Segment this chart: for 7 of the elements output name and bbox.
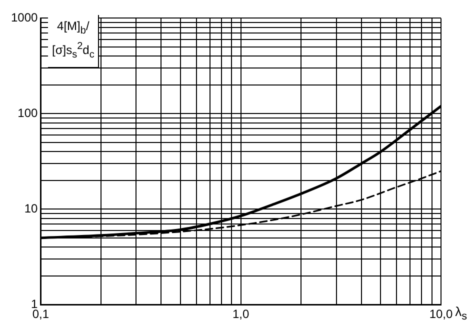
- text: 4[M]$_{b}$/[σ]s$_{s}$$^{2}$d$_{c}$: [52, 19, 94, 61]
- x-tick-label: 1,0: [232, 307, 250, 322]
- y-tick-label: 10: [24, 201, 38, 216]
- x-axis-title: λ$_{s}$: [455, 304, 467, 325]
- x-tick-label: 10,0: [429, 307, 453, 322]
- y-tick-label: 100: [18, 106, 38, 120]
- y-tick-label: 1000: [10, 10, 38, 25]
